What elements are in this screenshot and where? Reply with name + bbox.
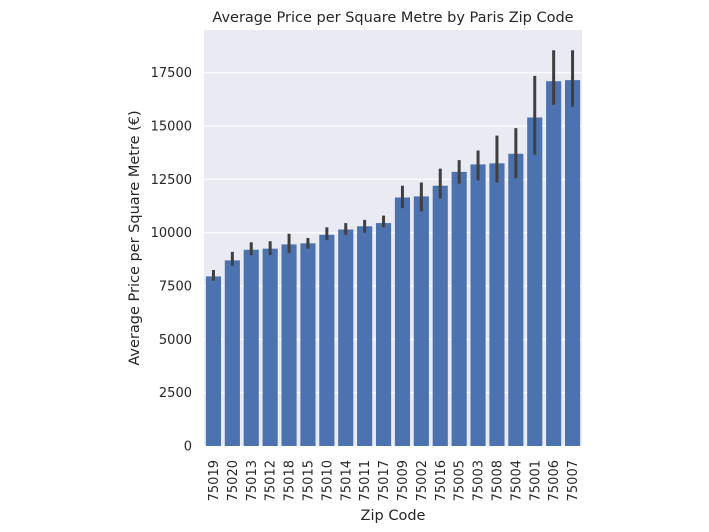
bar xyxy=(338,229,354,446)
x-tick-label: 75006 xyxy=(547,460,562,501)
y-tick-label: 15000 xyxy=(151,120,192,135)
bar xyxy=(375,223,392,446)
x-tick-label: 75016 xyxy=(434,460,449,501)
y-tick-label: 12500 xyxy=(151,173,192,188)
bar xyxy=(319,234,335,446)
x-tick-label: 75017 xyxy=(377,460,392,501)
bar xyxy=(281,244,297,446)
y-tick-label: 0 xyxy=(184,440,192,455)
bar xyxy=(546,81,562,446)
x-tick-label: 75014 xyxy=(339,460,354,501)
bar xyxy=(489,163,505,447)
x-tick-label: 75001 xyxy=(528,460,543,501)
bar xyxy=(262,248,278,446)
bar xyxy=(508,153,524,446)
bar xyxy=(413,196,429,446)
x-tick-label: 75004 xyxy=(509,460,524,501)
x-tick-label: 75011 xyxy=(358,460,373,501)
x-tick-label: 75007 xyxy=(566,460,581,501)
bar xyxy=(243,249,259,446)
bar xyxy=(300,243,316,446)
bar xyxy=(224,260,240,446)
x-tick-label: 75012 xyxy=(264,460,279,501)
y-tick-label: 10000 xyxy=(151,226,192,241)
x-axis-label: Zip Code xyxy=(361,508,426,524)
x-tick-label: 75020 xyxy=(226,460,241,501)
bar xyxy=(527,117,543,446)
y-axis-label: Average Price per Square Metre (€) xyxy=(127,110,143,365)
x-tick-label: 75005 xyxy=(453,460,468,501)
bar xyxy=(564,80,581,446)
x-tick-label: 75009 xyxy=(396,460,411,501)
y-tick-label: 5000 xyxy=(159,333,192,348)
bar xyxy=(205,276,222,446)
bar xyxy=(470,164,486,446)
y-tick-label: 17500 xyxy=(151,66,192,81)
x-tick-label: 75013 xyxy=(245,460,260,501)
plot-area xyxy=(204,30,582,446)
bar xyxy=(451,171,467,446)
y-tick-label: 2500 xyxy=(159,386,192,401)
x-tick-label: 75003 xyxy=(472,460,487,501)
x-tick-label: 75008 xyxy=(490,460,505,501)
bar xyxy=(432,185,448,446)
x-tick-label: 75019 xyxy=(207,460,222,501)
y-tick-labels: 0 2500 5000 7500 10000 12500 15000 17500 xyxy=(151,66,192,454)
bar xyxy=(394,197,411,446)
x-tick-label: 75010 xyxy=(320,460,335,501)
x-tick-label: 75002 xyxy=(415,460,430,501)
y-tick-label: 7500 xyxy=(159,280,192,295)
error-bars xyxy=(211,50,575,281)
x-tick-label: 75018 xyxy=(283,460,298,501)
chart-title: Average Price per Square Metre by Paris … xyxy=(212,10,573,26)
x-tick-label: 75015 xyxy=(301,460,316,501)
bars xyxy=(205,80,581,447)
bar xyxy=(357,226,373,446)
x-tick-labels: 75019 75020 75013 75012 75018 75015 75010 75014… xyxy=(207,460,581,501)
